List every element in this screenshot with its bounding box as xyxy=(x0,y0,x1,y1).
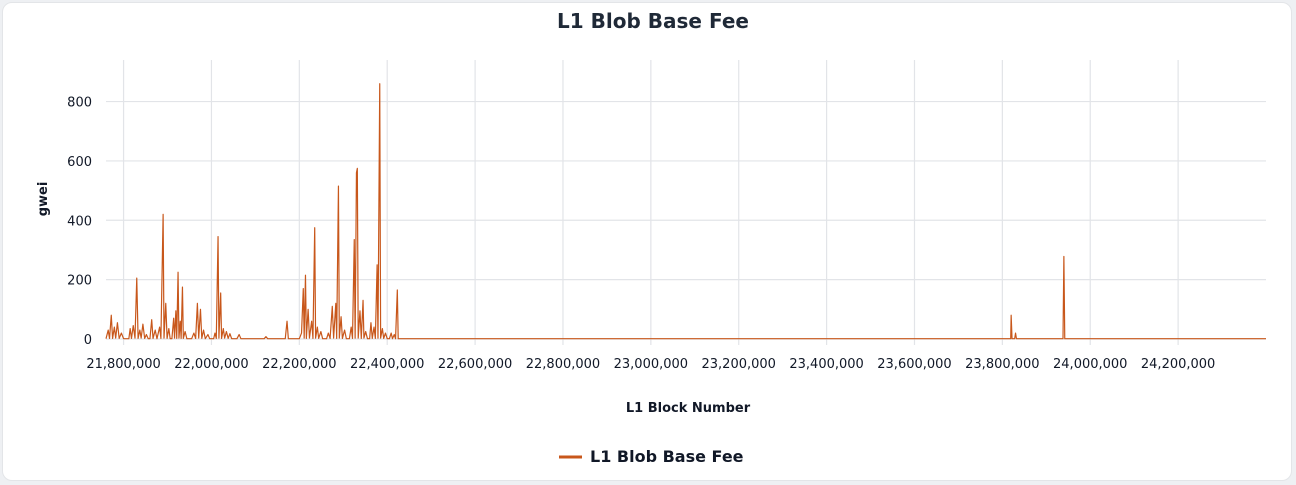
x-tick-labels: 21,800,000 22,000,000 22,200,000 22,400,000… xyxy=(86,357,1215,372)
x-axis-title: L1 Block Number xyxy=(626,401,751,416)
x-tick-label: 21,800,000 xyxy=(86,357,160,372)
y-tick-label: 400 xyxy=(67,214,92,229)
x-tick-label: 22,400,000 xyxy=(350,357,424,372)
legend[interactable]: L1 Blob Base Fee xyxy=(559,447,744,466)
x-tick-label: 23,600,000 xyxy=(877,357,951,372)
x-tick-label: 24,200,000 xyxy=(1141,357,1215,372)
x-tick-label: 23,200,000 xyxy=(702,357,776,372)
series-line-l1-blob-base-fee xyxy=(105,83,1266,340)
chart-title: L1 Blob Base Fee xyxy=(557,9,749,33)
x-tick-label: 22,800,000 xyxy=(526,357,600,372)
x-tick-label: 23,800,000 xyxy=(965,357,1039,372)
x-tick-label: 23,400,000 xyxy=(789,357,863,372)
legend-label: L1 Blob Base Fee xyxy=(590,447,744,466)
y-tick-label: 800 xyxy=(67,96,92,111)
x-tick-label: 24,000,000 xyxy=(1053,357,1127,372)
y-tick-label: 200 xyxy=(67,274,92,289)
x-tick-label: 22,200,000 xyxy=(262,357,336,372)
y-tick-label: 600 xyxy=(67,155,92,170)
y-tick-labels: 0 200 400 600 800 xyxy=(67,96,92,348)
x-tick-label: 23,000,000 xyxy=(614,357,688,372)
x-tick-label: 22,000,000 xyxy=(174,357,248,372)
y-axis-title: gwei xyxy=(36,182,51,217)
x-tick-label: 22,600,000 xyxy=(438,357,512,372)
y-tick-label: 0 xyxy=(84,333,92,348)
grid-lines xyxy=(106,60,1266,345)
